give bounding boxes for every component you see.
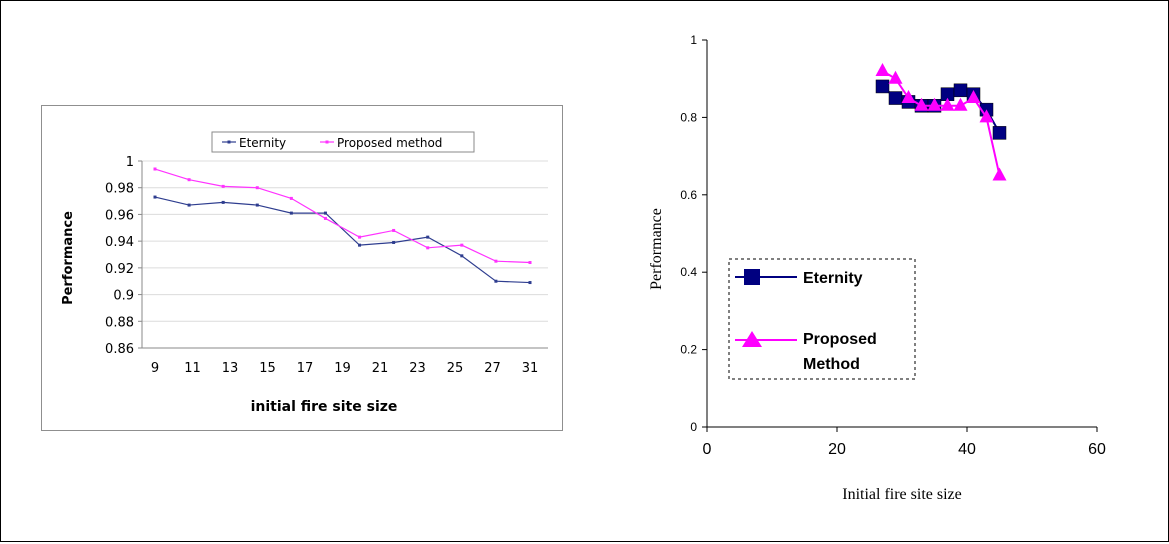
data-point-eternity — [875, 79, 890, 94]
legend-box — [211, 131, 475, 153]
data-point-proposed-method — [914, 97, 929, 111]
data-point-eternity — [494, 279, 498, 283]
left-chart-panel: 0.86 0.88 0.9 0.92 0.94 0.96 0.98 1 9 11 13 15 17 19… — [41, 105, 563, 431]
data-point-eternity — [323, 211, 327, 215]
data-point-eternity — [888, 91, 903, 105]
x-tick-label: 19 — [334, 361, 351, 376]
right-chart-panel: 0 0.2 0.4 0.6 0.8 1 0 20 40 60 Eternity Proposed M… — [631, 19, 1151, 539]
data-point-eternity — [460, 254, 464, 258]
legend-swatch-marker — [227, 140, 231, 144]
data-point-proposed-method — [187, 178, 191, 182]
y-tick-label: 0.98 — [105, 182, 134, 197]
data-point-proposed-method — [979, 109, 994, 123]
x-tick-label: 20 — [828, 441, 846, 458]
data-point-proposed-method — [153, 167, 157, 171]
data-point-proposed-method — [901, 90, 916, 104]
x-tick-label: 0 — [703, 441, 712, 458]
x-tick-label: 40 — [958, 441, 976, 458]
y-tick-label: 0.8 — [680, 110, 697, 124]
data-point-proposed-method — [992, 167, 1007, 181]
right-scatter-chart: 0 0.2 0.4 0.6 0.8 1 0 20 40 60 Eternity Proposed M… — [648, 33, 1106, 503]
data-point-proposed-method — [966, 90, 981, 104]
data-point-eternity — [528, 281, 532, 285]
x-tick-label: 23 — [409, 361, 426, 376]
y-tick-label: 0.94 — [105, 235, 134, 250]
series-line-eternity — [154, 196, 531, 284]
data-point-proposed-method — [494, 259, 498, 263]
data-point-eternity — [187, 203, 191, 207]
data-point-proposed-method — [528, 261, 532, 265]
data-point-proposed-method — [888, 70, 903, 84]
data-point-eternity — [153, 195, 157, 199]
data-point-eternity — [255, 203, 259, 207]
data-point-proposed-method — [323, 216, 327, 220]
x-tick-label: 31 — [522, 361, 539, 376]
legend-label: Proposed — [803, 331, 877, 348]
x-tick-label: 17 — [297, 361, 314, 376]
data-point-proposed-method — [875, 62, 890, 76]
data-point-proposed-method — [927, 97, 942, 111]
legend-label: Method — [803, 356, 860, 373]
data-point-proposed-method — [255, 186, 259, 190]
data-point-eternity — [953, 83, 968, 98]
data-point-proposed-method — [953, 97, 968, 111]
y-tick-label: 0.9 — [113, 289, 134, 304]
data-point-eternity — [426, 235, 430, 239]
left-y-axis-label: Performance — [61, 211, 76, 305]
data-point-eternity — [221, 200, 225, 204]
legend-label: Eternity — [239, 136, 286, 150]
y-tick-label: 0.6 — [680, 188, 697, 202]
x-tick-label: 13 — [222, 361, 239, 376]
left-line-chart: 0.86 0.88 0.9 0.92 0.94 0.96 0.98 1 9 11 13 15 17 19… — [61, 131, 548, 415]
legend-label: Eternity — [803, 270, 863, 287]
data-point-proposed-method — [221, 184, 225, 188]
x-tick-label: 15 — [259, 361, 276, 376]
y-tick-label: 0.92 — [105, 262, 134, 277]
y-tick-label: 0.86 — [105, 342, 134, 357]
data-point-proposed-method — [358, 235, 362, 239]
legend-swatch-marker — [742, 331, 762, 347]
series-line-proposed-method — [881, 70, 1001, 176]
x-tick-label: 21 — [372, 361, 389, 376]
left-x-axis-label: initial fire site size — [251, 399, 398, 415]
y-tick-label: 0.2 — [680, 343, 697, 357]
data-point-proposed-method — [392, 228, 396, 232]
y-tick-label: 0.96 — [105, 208, 134, 223]
series-line-proposed-method — [154, 168, 531, 264]
y-tick-label: 1 — [126, 155, 134, 170]
right-y-axis-label: Performance — [648, 208, 665, 290]
y-tick-label: 1 — [690, 33, 697, 47]
x-tick-label: 60 — [1088, 441, 1106, 458]
y-tick-label: 0 — [690, 420, 697, 434]
data-point-eternity — [289, 211, 293, 215]
data-point-proposed-method — [460, 243, 464, 247]
legend-swatch-marker — [325, 140, 329, 144]
data-point-eternity — [992, 126, 1007, 140]
legend-swatch-marker — [744, 269, 760, 285]
x-tick-label: 25 — [447, 361, 464, 376]
data-point-proposed-method — [940, 97, 955, 111]
data-point-eternity — [392, 240, 396, 244]
data-point-proposed-method — [426, 246, 430, 250]
x-tick-label: 11 — [184, 361, 201, 376]
legend-label: Proposed method — [337, 136, 442, 150]
x-tick-label: 9 — [151, 361, 159, 376]
data-point-proposed-method — [289, 196, 293, 200]
y-tick-label: 0.4 — [680, 265, 697, 279]
data-point-eternity — [358, 243, 362, 247]
y-tick-label: 0.88 — [105, 315, 134, 330]
right-x-axis-label: Initial fire site size — [842, 486, 962, 503]
x-tick-label: 27 — [484, 361, 501, 376]
